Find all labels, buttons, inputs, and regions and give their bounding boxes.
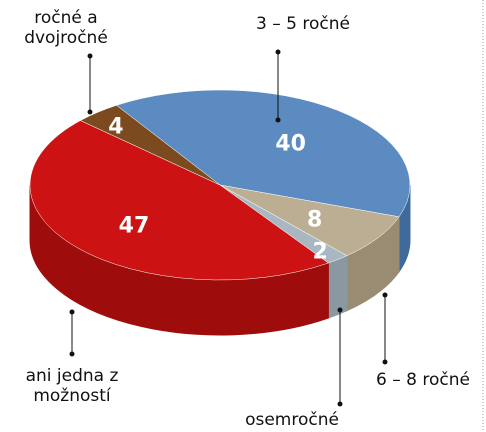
- leader-dot: [69, 309, 75, 315]
- data-label: 4: [108, 114, 123, 139]
- slice: [219, 184, 400, 256]
- category-label: ročné a dvojročné: [24, 8, 108, 48]
- leader-dot: [87, 53, 93, 59]
- leader-dot: [337, 307, 343, 313]
- leader-dot: [382, 359, 388, 365]
- leader-dot: [275, 117, 281, 123]
- data-label: 40: [275, 131, 306, 156]
- category-label: 3 – 5 ročné: [256, 14, 350, 34]
- data-label: 8: [307, 208, 322, 233]
- slice-side: [327, 254, 348, 319]
- category-label: 6 – 8 ročné: [376, 370, 470, 390]
- slice: [115, 89, 411, 218]
- leader-dot: [69, 351, 75, 357]
- leader-dot: [87, 109, 93, 115]
- data-label: 2: [313, 239, 328, 264]
- leader-dot: [337, 401, 343, 407]
- category-label: osemročné: [245, 410, 339, 430]
- leader-dot: [275, 49, 281, 55]
- category-label: ani jedna z možností: [25, 366, 119, 406]
- slice: [79, 105, 221, 186]
- slice: [29, 120, 329, 281]
- data-label: 47: [119, 213, 150, 238]
- leader-dot: [382, 292, 388, 298]
